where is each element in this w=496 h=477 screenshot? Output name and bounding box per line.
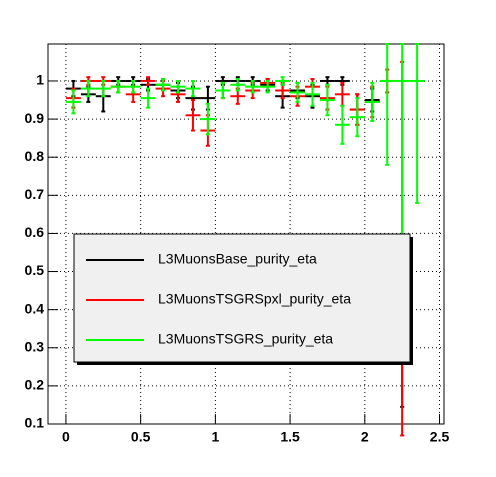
y-tick-label: 0.8 [25, 148, 45, 164]
y-tick-label: 0.1 [25, 415, 45, 431]
y-tick-label: 0.9 [25, 110, 45, 126]
x-tick-label: 1 [211, 429, 219, 445]
x-tick-label: 2 [361, 429, 369, 445]
y-tick-label: 0.2 [25, 377, 45, 393]
x-tick-label: 1.5 [280, 429, 300, 445]
legend-label: L3MuonsBase_purity_eta [158, 251, 317, 267]
x-tick-label: 0 [62, 429, 70, 445]
legend-label: L3MuonsTSGRS_purity_eta [158, 331, 333, 347]
x-tick-label: 0.5 [131, 429, 151, 445]
legend [73, 233, 411, 363]
y-tick-label: 0.7 [25, 186, 45, 202]
y-tick-label: 0.3 [25, 338, 45, 354]
y-tick-label: 1 [36, 72, 44, 88]
legend-label: L3MuonsTSGRSpxl_purity_eta [158, 291, 351, 307]
x-tick-label: 2.5 [430, 429, 450, 445]
y-tick-label: 0.4 [25, 300, 45, 316]
y-tick-label: 0.6 [25, 224, 45, 240]
y-tick-label: 0.5 [25, 262, 45, 278]
